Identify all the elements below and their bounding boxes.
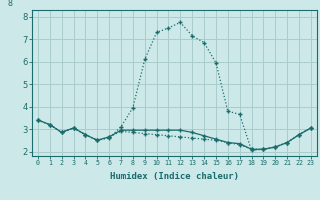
X-axis label: Humidex (Indice chaleur): Humidex (Indice chaleur) <box>110 172 239 181</box>
Text: 8: 8 <box>7 0 12 8</box>
